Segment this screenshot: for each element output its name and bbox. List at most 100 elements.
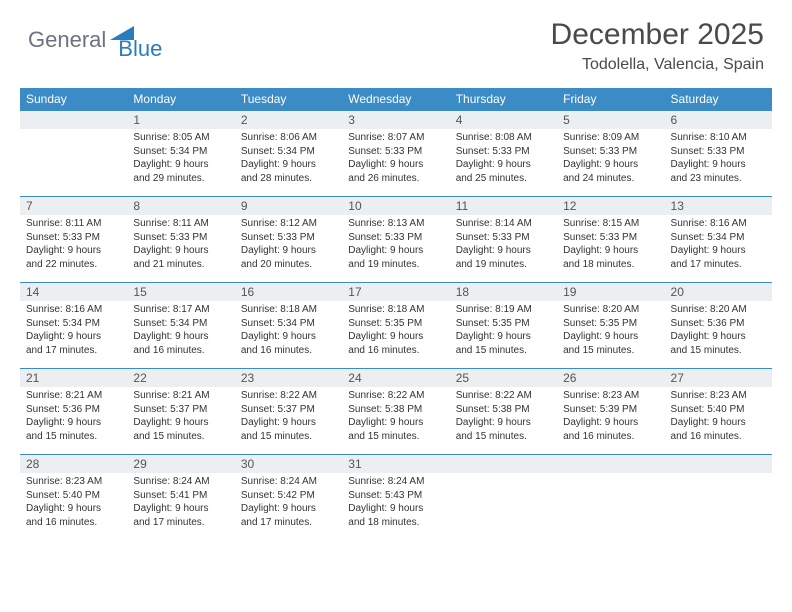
day-number: 20 <box>665 283 772 301</box>
daylight-text-2: and 16 minutes. <box>348 344 443 358</box>
day-number: 5 <box>557 111 664 129</box>
day-number: 23 <box>235 369 342 387</box>
daylight-text-1: Daylight: 9 hours <box>241 416 336 430</box>
sunset-text: Sunset: 5:41 PM <box>133 489 228 503</box>
sunset-text: Sunset: 5:38 PM <box>456 403 551 417</box>
sunrise-text: Sunrise: 8:24 AM <box>348 475 443 489</box>
daylight-text-1: Daylight: 9 hours <box>348 416 443 430</box>
calendar-header-row: SundayMondayTuesdayWednesdayThursdayFrid… <box>20 88 772 111</box>
calendar-cell: 26Sunrise: 8:23 AMSunset: 5:39 PMDayligh… <box>557 369 664 455</box>
day-details: Sunrise: 8:05 AMSunset: 5:34 PMDaylight:… <box>127 129 234 189</box>
day-header: Sunday <box>20 88 127 111</box>
day-details: Sunrise: 8:16 AMSunset: 5:34 PMDaylight:… <box>20 301 127 361</box>
day-number: 24 <box>342 369 449 387</box>
day-number: 10 <box>342 197 449 215</box>
sunset-text: Sunset: 5:33 PM <box>26 231 121 245</box>
logo: General Blue <box>28 18 162 62</box>
daylight-text-1: Daylight: 9 hours <box>456 416 551 430</box>
daylight-text-1: Daylight: 9 hours <box>671 416 766 430</box>
day-number: 16 <box>235 283 342 301</box>
daylight-text-1: Daylight: 9 hours <box>241 244 336 258</box>
sunrise-text: Sunrise: 8:23 AM <box>671 389 766 403</box>
daylight-text-1: Daylight: 9 hours <box>456 158 551 172</box>
day-details: Sunrise: 8:13 AMSunset: 5:33 PMDaylight:… <box>342 215 449 275</box>
daylight-text-2: and 19 minutes. <box>348 258 443 272</box>
calendar-cell: 23Sunrise: 8:22 AMSunset: 5:37 PMDayligh… <box>235 369 342 455</box>
sunrise-text: Sunrise: 8:15 AM <box>563 217 658 231</box>
daylight-text-2: and 18 minutes. <box>563 258 658 272</box>
title-block: December 2025 Todolella, Valencia, Spain <box>551 18 764 74</box>
calendar-cell: 17Sunrise: 8:18 AMSunset: 5:35 PMDayligh… <box>342 283 449 369</box>
day-number: 22 <box>127 369 234 387</box>
sunrise-text: Sunrise: 8:20 AM <box>563 303 658 317</box>
sunrise-text: Sunrise: 8:06 AM <box>241 131 336 145</box>
calendar-cell: 30Sunrise: 8:24 AMSunset: 5:42 PMDayligh… <box>235 455 342 541</box>
sunrise-text: Sunrise: 8:08 AM <box>456 131 551 145</box>
sunrise-text: Sunrise: 8:09 AM <box>563 131 658 145</box>
day-details: Sunrise: 8:23 AMSunset: 5:40 PMDaylight:… <box>20 473 127 533</box>
day-details: Sunrise: 8:22 AMSunset: 5:38 PMDaylight:… <box>450 387 557 447</box>
day-details: Sunrise: 8:17 AMSunset: 5:34 PMDaylight:… <box>127 301 234 361</box>
sunrise-text: Sunrise: 8:16 AM <box>671 217 766 231</box>
daylight-text-1: Daylight: 9 hours <box>671 158 766 172</box>
sunrise-text: Sunrise: 8:20 AM <box>671 303 766 317</box>
sunset-text: Sunset: 5:33 PM <box>563 145 658 159</box>
calendar-cell: 21Sunrise: 8:21 AMSunset: 5:36 PMDayligh… <box>20 369 127 455</box>
calendar-cell: 16Sunrise: 8:18 AMSunset: 5:34 PMDayligh… <box>235 283 342 369</box>
day-number: 4 <box>450 111 557 129</box>
daylight-text-2: and 18 minutes. <box>348 516 443 530</box>
sunset-text: Sunset: 5:36 PM <box>671 317 766 331</box>
daylight-text-2: and 16 minutes. <box>26 516 121 530</box>
day-number: 30 <box>235 455 342 473</box>
calendar-cell: 3Sunrise: 8:07 AMSunset: 5:33 PMDaylight… <box>342 111 449 197</box>
daylight-text-2: and 19 minutes. <box>456 258 551 272</box>
calendar-cell: 6Sunrise: 8:10 AMSunset: 5:33 PMDaylight… <box>665 111 772 197</box>
sunrise-text: Sunrise: 8:14 AM <box>456 217 551 231</box>
day-number <box>450 455 557 473</box>
daylight-text-2: and 26 minutes. <box>348 172 443 186</box>
day-number: 11 <box>450 197 557 215</box>
empty-cell <box>557 473 664 477</box>
calendar-cell: 28Sunrise: 8:23 AMSunset: 5:40 PMDayligh… <box>20 455 127 541</box>
day-details: Sunrise: 8:24 AMSunset: 5:43 PMDaylight:… <box>342 473 449 533</box>
daylight-text-1: Daylight: 9 hours <box>563 158 658 172</box>
calendar-cell <box>665 455 772 541</box>
daylight-text-2: and 16 minutes. <box>563 430 658 444</box>
sunrise-text: Sunrise: 8:19 AM <box>456 303 551 317</box>
daylight-text-1: Daylight: 9 hours <box>456 244 551 258</box>
calendar-cell: 8Sunrise: 8:11 AMSunset: 5:33 PMDaylight… <box>127 197 234 283</box>
daylight-text-1: Daylight: 9 hours <box>133 502 228 516</box>
calendar-cell: 4Sunrise: 8:08 AMSunset: 5:33 PMDaylight… <box>450 111 557 197</box>
daylight-text-2: and 16 minutes. <box>133 344 228 358</box>
calendar-body: 1Sunrise: 8:05 AMSunset: 5:34 PMDaylight… <box>20 111 772 541</box>
calendar-cell: 14Sunrise: 8:16 AMSunset: 5:34 PMDayligh… <box>20 283 127 369</box>
daylight-text-1: Daylight: 9 hours <box>456 330 551 344</box>
sunset-text: Sunset: 5:33 PM <box>133 231 228 245</box>
day-details: Sunrise: 8:08 AMSunset: 5:33 PMDaylight:… <box>450 129 557 189</box>
daylight-text-2: and 15 minutes. <box>348 430 443 444</box>
day-details: Sunrise: 8:24 AMSunset: 5:42 PMDaylight:… <box>235 473 342 533</box>
sunrise-text: Sunrise: 8:24 AM <box>241 475 336 489</box>
day-details: Sunrise: 8:18 AMSunset: 5:35 PMDaylight:… <box>342 301 449 361</box>
sunrise-text: Sunrise: 8:11 AM <box>133 217 228 231</box>
sunrise-text: Sunrise: 8:16 AM <box>26 303 121 317</box>
sunrise-text: Sunrise: 8:21 AM <box>26 389 121 403</box>
sunrise-text: Sunrise: 8:22 AM <box>241 389 336 403</box>
daylight-text-2: and 17 minutes. <box>241 516 336 530</box>
day-details: Sunrise: 8:23 AMSunset: 5:39 PMDaylight:… <box>557 387 664 447</box>
calendar-cell <box>20 111 127 197</box>
daylight-text-2: and 21 minutes. <box>133 258 228 272</box>
daylight-text-1: Daylight: 9 hours <box>563 244 658 258</box>
daylight-text-1: Daylight: 9 hours <box>671 330 766 344</box>
sunset-text: Sunset: 5:36 PM <box>26 403 121 417</box>
day-details: Sunrise: 8:11 AMSunset: 5:33 PMDaylight:… <box>20 215 127 275</box>
day-number <box>665 455 772 473</box>
calendar-week-row: 28Sunrise: 8:23 AMSunset: 5:40 PMDayligh… <box>20 455 772 541</box>
sunrise-text: Sunrise: 8:13 AM <box>348 217 443 231</box>
day-number <box>20 111 127 129</box>
day-number: 19 <box>557 283 664 301</box>
calendar-cell: 22Sunrise: 8:21 AMSunset: 5:37 PMDayligh… <box>127 369 234 455</box>
daylight-text-1: Daylight: 9 hours <box>348 158 443 172</box>
day-header: Friday <box>557 88 664 111</box>
calendar-cell: 7Sunrise: 8:11 AMSunset: 5:33 PMDaylight… <box>20 197 127 283</box>
